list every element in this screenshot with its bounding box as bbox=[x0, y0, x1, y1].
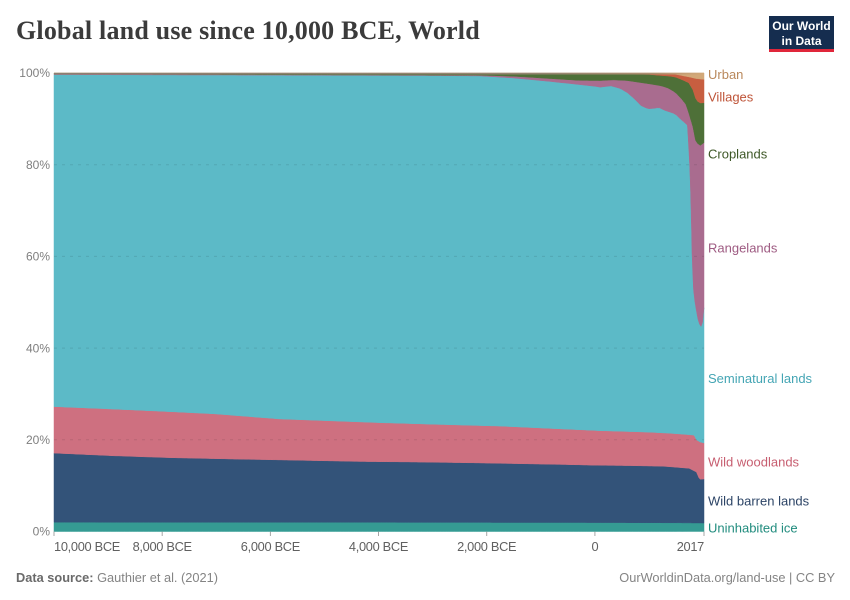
svg-text:0%: 0% bbox=[33, 525, 51, 539]
svg-text:Urban: Urban bbox=[708, 67, 743, 82]
svg-text:10,000 BCE: 10,000 BCE bbox=[54, 539, 120, 554]
svg-text:4,000 BCE: 4,000 BCE bbox=[349, 539, 408, 554]
svg-text:Uninhabited ice: Uninhabited ice bbox=[708, 521, 798, 536]
svg-text:6,000 BCE: 6,000 BCE bbox=[241, 539, 300, 554]
svg-text:20%: 20% bbox=[26, 433, 50, 447]
svg-text:Croplands: Croplands bbox=[708, 147, 768, 162]
svg-text:Rangelands: Rangelands bbox=[708, 240, 778, 255]
svg-text:Wild barren lands: Wild barren lands bbox=[708, 494, 810, 509]
svg-text:8,000 BCE: 8,000 BCE bbox=[133, 539, 192, 554]
svg-text:Wild woodlands: Wild woodlands bbox=[708, 455, 800, 470]
svg-text:100%: 100% bbox=[19, 66, 50, 80]
svg-text:2,000 BCE: 2,000 BCE bbox=[457, 539, 516, 554]
svg-text:0: 0 bbox=[591, 539, 598, 554]
svg-text:Villages: Villages bbox=[708, 89, 754, 104]
svg-text:60%: 60% bbox=[26, 250, 50, 264]
svg-text:2017: 2017 bbox=[677, 539, 704, 554]
svg-text:80%: 80% bbox=[26, 158, 50, 172]
svg-text:40%: 40% bbox=[26, 341, 50, 355]
svg-text:Seminatural lands: Seminatural lands bbox=[708, 371, 813, 386]
